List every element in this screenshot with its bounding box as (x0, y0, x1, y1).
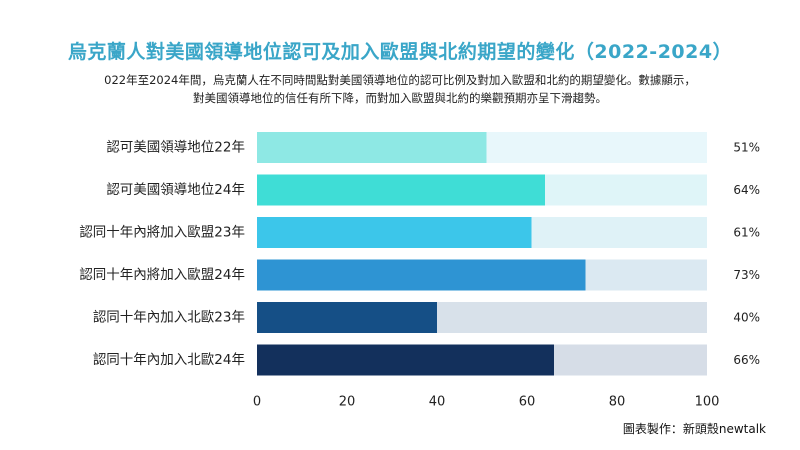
data-label: 40% (733, 311, 760, 325)
chart-title: 烏克蘭人對美國領導地位認可及加入歐盟與北約期望的變化（2022-2024） (67, 41, 733, 63)
subtitle-line-2: 對美國領導地位的信任有所下降，而對加入歐盟與北約的樂觀預期亦呈下滑趨勢。 (193, 91, 607, 105)
x-tick-label: 20 (339, 395, 356, 410)
x-tick-label: 40 (429, 395, 446, 410)
data-label: 61% (733, 226, 760, 240)
data-label: 73% (733, 268, 760, 282)
chart-subtitle: 022年至2024年間，烏克蘭人在不同時間點對美國領導地位的認可比例及對加入歐盟… (0, 71, 800, 107)
category-label: 認同十年內將加入歐盟24年 (79, 267, 245, 283)
bar (257, 217, 532, 248)
x-tick-label: 80 (609, 395, 626, 410)
category-label: 認同十年內加入北歐23年 (93, 310, 245, 326)
data-label: 64% (733, 183, 760, 197)
bar (257, 302, 437, 333)
x-tick-label: 0 (253, 395, 261, 410)
category-label: 認可美國領導地位22年 (106, 139, 245, 156)
category-label: 認同十年內加入北歐24年 (93, 352, 245, 368)
category-label: 認同十年內將加入歐盟23年 (79, 225, 245, 241)
subtitle-line-1: 022年至2024年間，烏克蘭人在不同時間點對美國領導地位的認可比例及對加入歐盟… (104, 73, 696, 87)
bar (257, 344, 554, 376)
chart-credit: 圖表製作：新頭殼newtalk (622, 422, 766, 436)
category-label: 認可美國領導地位24年 (106, 181, 245, 198)
bar (257, 174, 545, 206)
x-tick-label: 60 (519, 395, 536, 410)
bar (257, 132, 487, 163)
x-tick-label: 100 (695, 395, 720, 410)
data-label: 66% (733, 353, 760, 367)
data-label: 51% (733, 141, 760, 155)
bar (257, 259, 586, 291)
